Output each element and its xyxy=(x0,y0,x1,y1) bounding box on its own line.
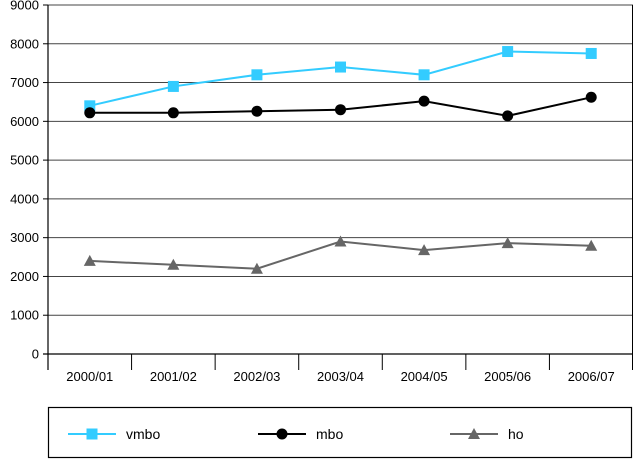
data-point-vmbo xyxy=(167,80,179,92)
y-tick-label: 8000 xyxy=(10,36,39,51)
data-point-vmbo xyxy=(251,69,263,81)
y-tick-label: 2000 xyxy=(10,269,39,284)
y-tick-label: 4000 xyxy=(10,191,39,206)
y-tick-label: 9000 xyxy=(10,0,39,13)
legend: vmbo mbo ho xyxy=(47,406,633,459)
data-point-mbo xyxy=(251,105,263,117)
data-point-vmbo xyxy=(418,69,430,81)
y-tick-label: 3000 xyxy=(10,230,39,245)
series-mbo xyxy=(84,91,597,122)
data-point-ho xyxy=(167,258,180,270)
y-tick-label: 0 xyxy=(32,347,39,362)
x-tick-label: 2001/02 xyxy=(150,369,197,384)
data-point-vmbo xyxy=(335,61,346,73)
y-tick-label: 7000 xyxy=(10,75,39,90)
legend-box xyxy=(47,406,633,459)
x-tick-label: 2003/04 xyxy=(317,369,364,384)
y-tick-label: 6000 xyxy=(10,114,39,129)
legend-swatch-marker xyxy=(468,428,480,439)
data-point-vmbo xyxy=(84,100,96,112)
series-line-vmbo xyxy=(89,50,592,107)
data-point-ho xyxy=(585,239,598,251)
legend-label: vmbo xyxy=(126,426,160,442)
data-point-mbo xyxy=(167,107,179,119)
data-point-mbo xyxy=(585,91,597,103)
x-tick-label: 2004/05 xyxy=(401,369,448,384)
x-tick-label: 2000/01 xyxy=(66,369,113,384)
data-point-mbo xyxy=(335,104,346,116)
data-point-ho xyxy=(83,254,96,266)
gridlines xyxy=(48,4,633,355)
legend-item-vmbo: vmbo xyxy=(68,426,160,442)
data-point-mbo xyxy=(502,110,514,122)
series-vmbo xyxy=(84,46,597,112)
y-tick-label: 1000 xyxy=(10,308,39,323)
data-point-mbo xyxy=(84,107,96,119)
data-point-ho xyxy=(418,244,431,256)
legend-swatch-marker xyxy=(86,428,98,440)
legend-label: mbo xyxy=(316,426,343,442)
legend-item-ho: ho xyxy=(450,426,524,442)
series-ho xyxy=(83,235,598,274)
x-tick-label: 2002/03 xyxy=(233,369,280,384)
y-axis-ticks: 0 1000 2000 3000 4000 5000 6000 7000 8000 9000 xyxy=(10,0,633,370)
legend-label: ho xyxy=(508,426,524,442)
data-point-vmbo xyxy=(502,46,514,58)
legend-item-mbo: mbo xyxy=(258,426,343,442)
legend-swatch-marker xyxy=(276,428,288,440)
data-point-ho xyxy=(501,237,514,249)
y-tick-label: 5000 xyxy=(10,153,39,168)
series-layer xyxy=(83,46,598,274)
data-point-vmbo xyxy=(585,47,597,59)
data-point-ho xyxy=(250,262,263,274)
x-axis: 2000/01 2001/02 2002/03 2003/04 2004/05 2005/… xyxy=(43,353,633,384)
data-point-mbo xyxy=(418,95,430,107)
x-tick-label: 2005/06 xyxy=(484,369,531,384)
data-point-ho xyxy=(334,235,347,247)
x-tick-label: 2006/07 xyxy=(568,369,615,384)
